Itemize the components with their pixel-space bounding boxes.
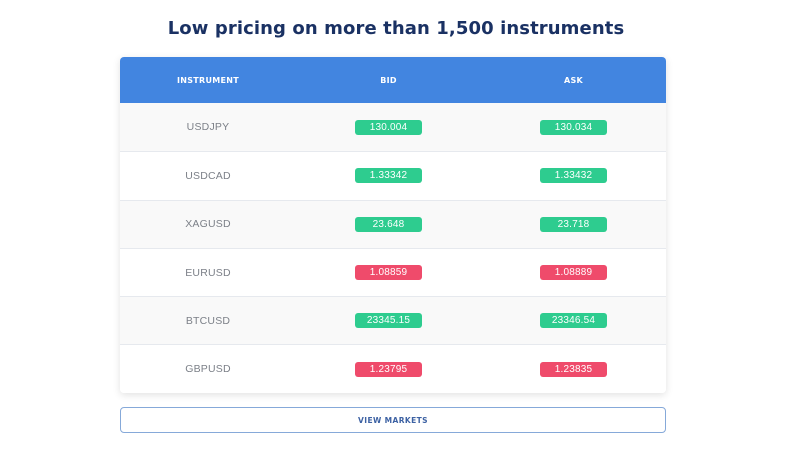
- bid-price-badge: 1.23795: [355, 361, 422, 377]
- ask-price-badge: 130.034: [540, 119, 607, 135]
- table-row: XAGUSD 23.648 23.718: [120, 199, 666, 248]
- column-header-bid: BID: [380, 75, 397, 85]
- view-markets-button[interactable]: VIEW MARKETS: [120, 407, 666, 433]
- view-markets-label: VIEW MARKETS: [358, 415, 428, 425]
- ask-price-badge: 1.23835: [540, 361, 607, 377]
- bid-price-badge: 23.648: [355, 216, 422, 232]
- table-body: USDJPY 130.004 130.034 USDCAD 1.33342 1.33432…: [120, 103, 666, 393]
- table-row: USDJPY 130.004 130.034: [120, 103, 666, 152]
- column-header-ask: ASK: [563, 75, 584, 85]
- instrument-name: BTCUSD: [185, 314, 231, 327]
- instrument-name: XAGUSD: [185, 218, 231, 231]
- table-row: BTCUSD 23345.15 23346.54: [120, 296, 666, 345]
- bid-price-badge: 23345.15: [355, 313, 422, 329]
- ask-price-badge: 23346.54: [540, 313, 607, 329]
- instrument-name: GBPUSD: [185, 363, 231, 376]
- ask-price-badge: 1.08889: [540, 265, 607, 281]
- ask-price-badge: 23.718: [540, 216, 607, 232]
- bid-price-badge: 1.33342: [355, 168, 422, 184]
- column-header-instrument: INSTRUMENT: [176, 75, 240, 85]
- bid-price-badge: 130.004: [355, 119, 422, 135]
- bid-price-badge: 1.08859: [355, 265, 422, 281]
- instrument-name: USDJPY: [186, 121, 230, 134]
- table-row: GBPUSD 1.23795 1.23835: [120, 344, 666, 393]
- page-title: Low pricing on more than 1,500 instrumen…: [167, 18, 625, 39]
- table-header: INSTRUMENT BID ASK: [120, 57, 666, 103]
- pricing-table: INSTRUMENT BID ASK USDJPY 130.004 130.034 U…: [120, 57, 666, 393]
- ask-price-badge: 1.33432: [540, 168, 607, 184]
- table-row: EURUSD 1.08859 1.08889: [120, 247, 666, 297]
- instrument-name: USDCAD: [185, 169, 231, 182]
- table-row: USDCAD 1.33342 1.33432: [120, 151, 666, 200]
- instrument-name: EURUSD: [185, 266, 231, 279]
